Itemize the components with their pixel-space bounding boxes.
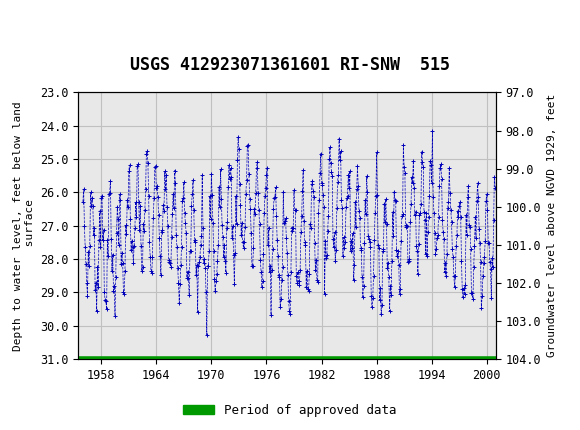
Y-axis label: Groundwater level above NGVD 1929, feet: Groundwater level above NGVD 1929, feet [547,94,557,357]
Y-axis label: Depth to water level, feet below land
 surface: Depth to water level, feet below land su… [13,101,35,350]
Legend: Period of approved data: Period of approved data [178,399,402,421]
Text: ≡USGS: ≡USGS [6,12,77,29]
Text: USGS 412923071361601 RI-SNW  515: USGS 412923071361601 RI-SNW 515 [130,55,450,74]
Bar [3,3,96,37]
